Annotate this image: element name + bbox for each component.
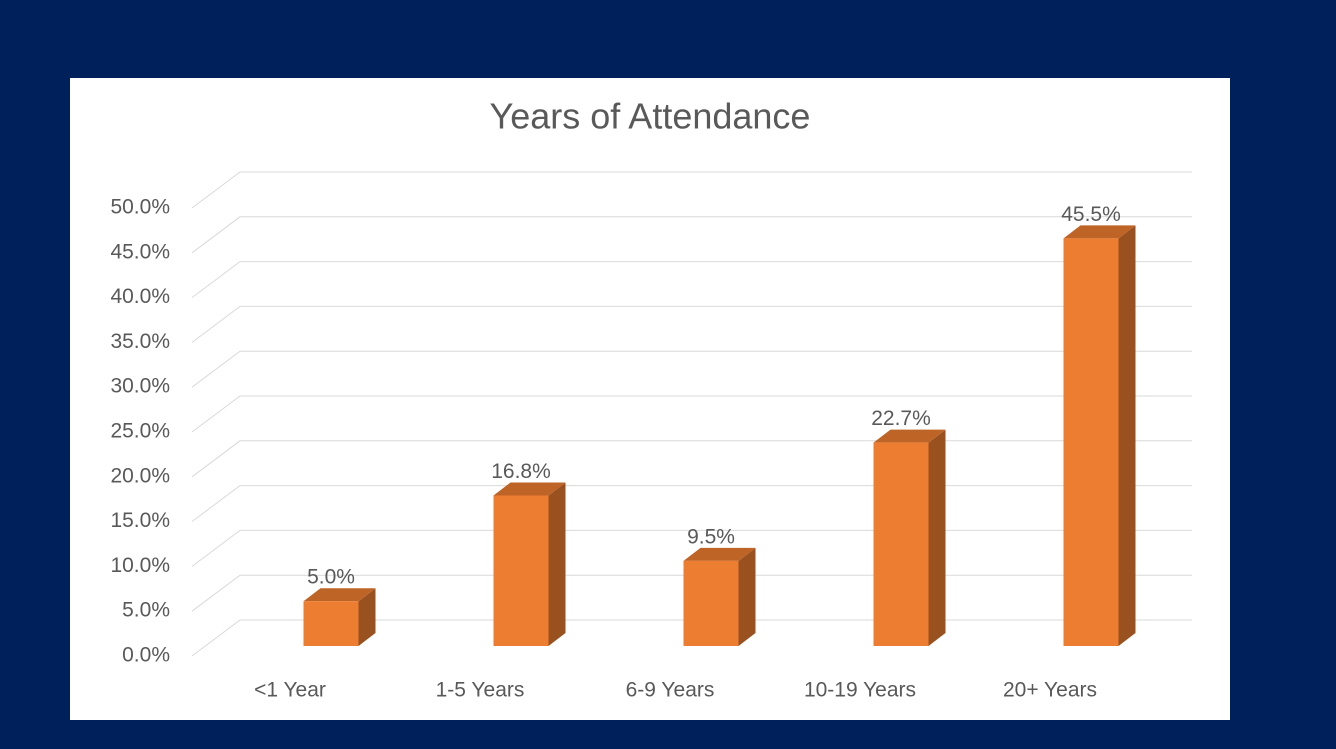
y-tick-label: 20.0% [110, 464, 170, 487]
bar [1063, 225, 1136, 646]
grid-line [191, 216, 1192, 254]
bar-front [493, 495, 549, 646]
bar-side [1118, 225, 1136, 646]
value-label: 45.5% [1061, 203, 1121, 226]
y-tick-label: 50.0% [110, 196, 170, 219]
bar-front [683, 560, 739, 646]
y-tick-label: 45.0% [110, 240, 170, 263]
bar-front [873, 442, 929, 646]
grid-line [191, 440, 1192, 478]
value-label: 16.8% [491, 460, 551, 483]
y-tick-label: 10.0% [110, 554, 170, 577]
y-tick-label: 25.0% [110, 420, 170, 443]
bar-side [928, 429, 946, 646]
bar-front [303, 601, 359, 646]
chart-title: Years of Attendance [490, 96, 811, 137]
y-tick-label: 15.0% [110, 509, 170, 532]
bar-side [548, 482, 566, 646]
value-label: 5.0% [307, 566, 355, 589]
bar-side [358, 588, 376, 646]
bar-top [873, 429, 946, 443]
x-tick-label: 20+ Years [1003, 679, 1097, 702]
grid-line [191, 305, 1192, 343]
x-tick-label: <1 Year [254, 679, 326, 702]
bar [493, 482, 566, 646]
bar-top [303, 588, 376, 602]
y-tick-label: 5.0% [122, 599, 170, 622]
grid-line [191, 350, 1192, 388]
x-tick-label: 6-9 Years [626, 679, 715, 702]
value-label: 22.7% [871, 407, 931, 430]
y-tick-label: 35.0% [110, 330, 170, 353]
x-tick-label: 1-5 Years [436, 679, 525, 702]
y-tick-label: 40.0% [110, 285, 170, 308]
bar-top [493, 482, 566, 496]
y-tick-label: 0.0% [122, 644, 170, 667]
grid-line [191, 261, 1192, 299]
x-tick-label: 10-19 Years [804, 679, 916, 702]
bar [873, 429, 946, 646]
bar-front [1063, 238, 1119, 646]
value-label: 9.5% [687, 525, 735, 548]
bar-side [738, 547, 756, 646]
bar-top [1063, 225, 1136, 239]
bar [303, 588, 376, 646]
y-tick-label: 30.0% [110, 375, 170, 398]
grid-line [191, 171, 1192, 209]
chart-panel [70, 78, 1230, 720]
bar [683, 547, 756, 646]
grid-line [191, 395, 1192, 433]
bar-top [683, 547, 756, 561]
